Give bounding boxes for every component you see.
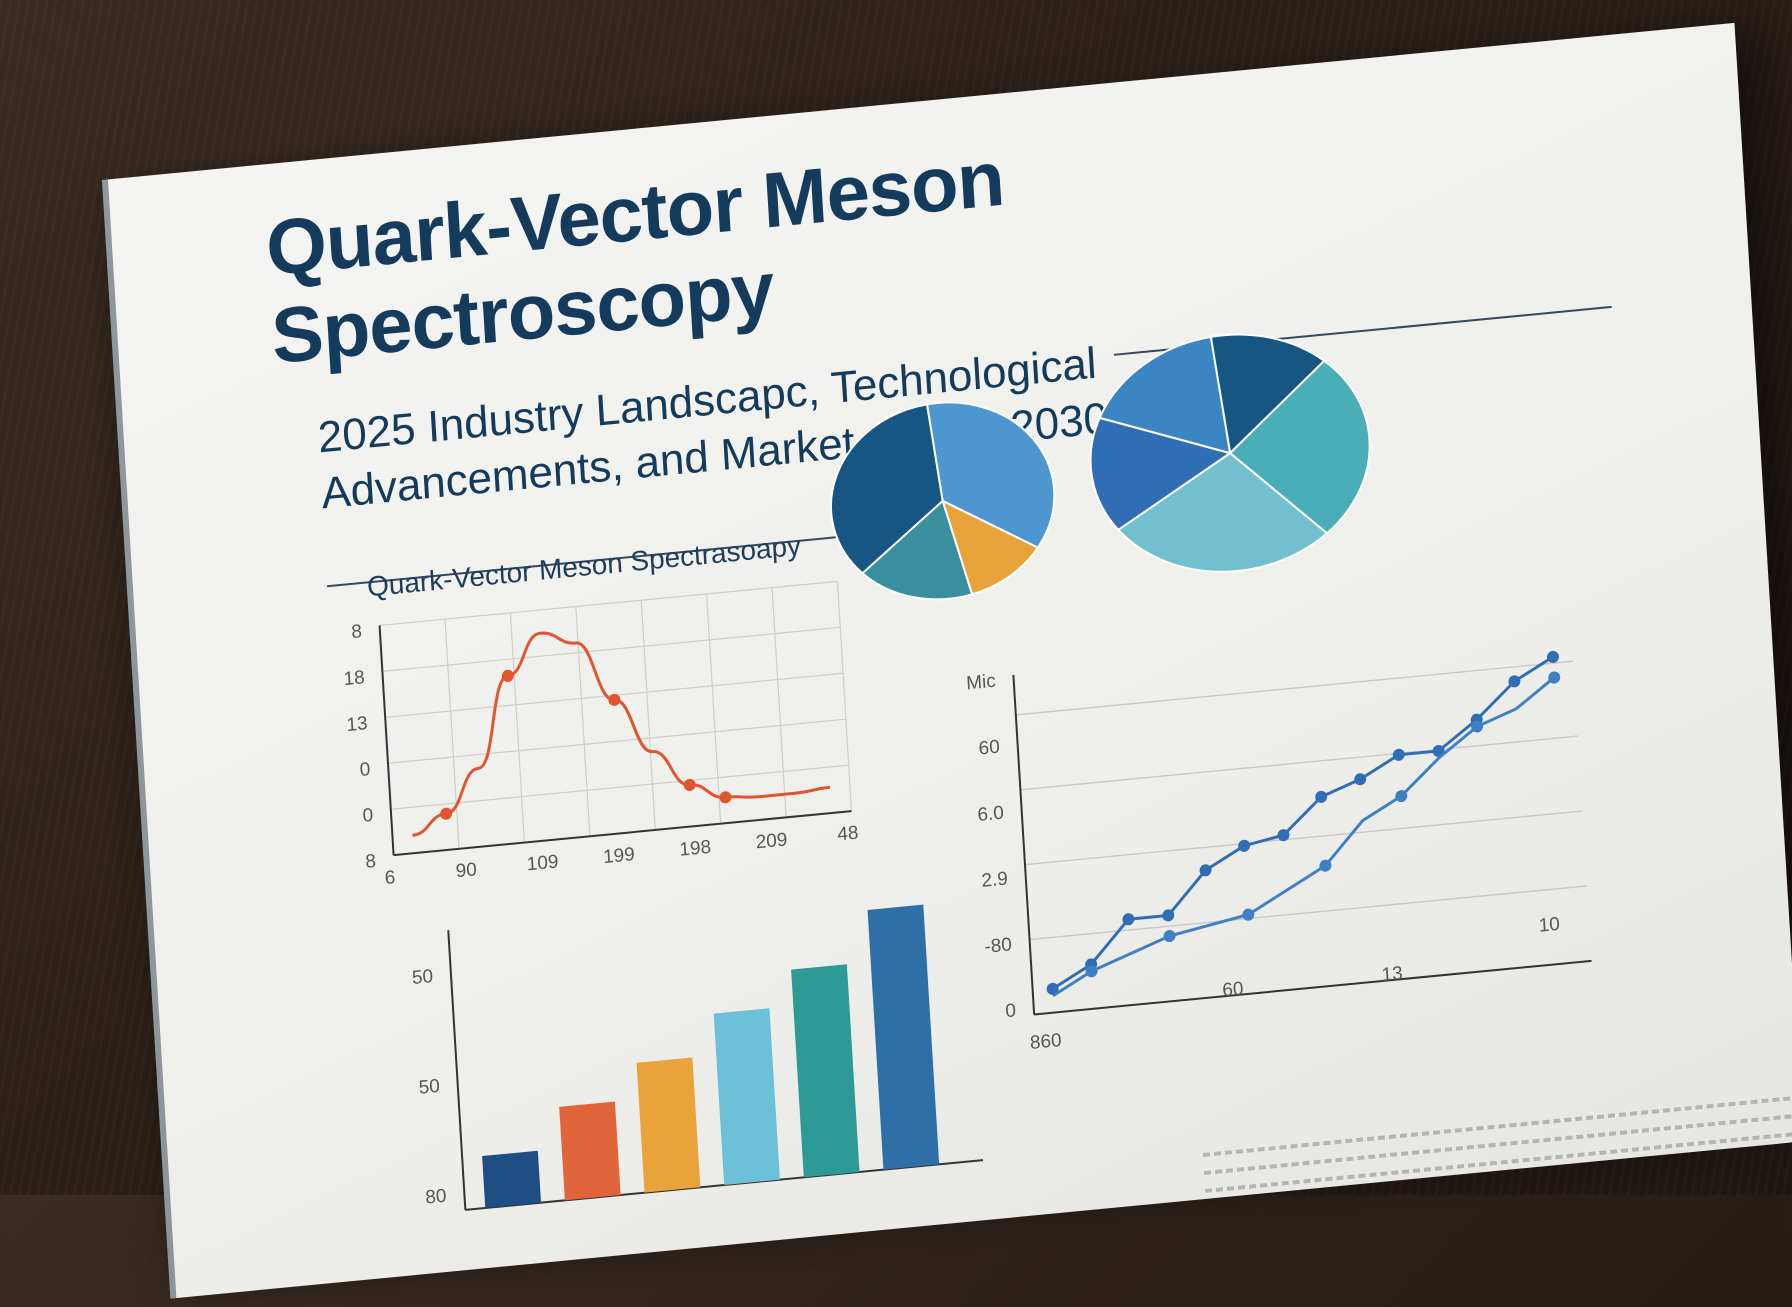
x-tick-label: 109	[526, 851, 559, 875]
y-tick-label: 0	[359, 759, 371, 781]
grid-line	[382, 626, 841, 672]
y-axis	[378, 625, 395, 856]
trend-data-point	[1199, 864, 1212, 877]
charts-area: Quark-Vector Meson Spectrasoapy818130086…	[343, 333, 1592, 1211]
trend-data-point	[1162, 909, 1175, 922]
x-tick-label: 199	[603, 844, 636, 868]
trend-grid-line	[1024, 810, 1583, 866]
pie-slice	[830, 403, 944, 575]
bar	[791, 964, 860, 1178]
trend-data-point	[1315, 790, 1328, 803]
y-tick-label: 0	[362, 805, 374, 827]
trend-y-tick-label: 60	[978, 737, 1000, 760]
x-tick-label: 6	[384, 867, 396, 889]
trend-series-line	[1052, 676, 1556, 997]
pie-chart-right	[1089, 333, 1371, 573]
trend-data-point	[1046, 982, 1059, 995]
x-tick-label: 90	[455, 859, 477, 882]
pie-slice	[1116, 451, 1329, 573]
trend-x-tick-label: 860	[1029, 1030, 1062, 1054]
trend-data-point	[1319, 859, 1332, 872]
grid-line	[390, 764, 849, 810]
trend-data-point	[1122, 913, 1135, 926]
series-line	[412, 631, 831, 837]
trend-data-point	[1085, 965, 1098, 978]
x-tick-label: 48	[837, 823, 859, 846]
trend-data-point	[1277, 829, 1290, 842]
trend-grid-line	[1015, 660, 1574, 716]
trend-series-line	[1051, 655, 1554, 991]
trend-x-axis	[1034, 959, 1592, 1016]
trend-x-tick-label: 10	[1538, 914, 1560, 937]
x-axis	[393, 810, 852, 857]
pie-slice	[1228, 359, 1371, 535]
trend-data-point	[1548, 671, 1561, 684]
report-page: Quark-Vector Meson Spectroscopy 2025 Ind…	[102, 22, 1792, 1299]
pie-slice	[925, 401, 1056, 549]
x-tick-label: 198	[679, 837, 712, 861]
pie-slice	[1089, 416, 1233, 532]
trend-y-tick-label: -80	[984, 934, 1013, 958]
bar-y-tick-label: 50	[418, 1076, 440, 1099]
y-tick-label: 8	[351, 621, 363, 643]
data-point	[501, 669, 514, 682]
bar	[636, 1057, 701, 1193]
pie-chart-left	[830, 401, 1056, 601]
trend-y-axis	[1012, 674, 1036, 1015]
trend-data-point	[1471, 720, 1484, 733]
grid-line	[379, 580, 838, 627]
grid-line	[771, 587, 787, 818]
trend-data-point	[1508, 675, 1521, 688]
trend-y-tick-label: Mic	[966, 671, 997, 695]
bar-y-tick-label: 50	[411, 966, 433, 989]
bar	[867, 904, 940, 1170]
x-tick-label: 209	[755, 829, 788, 853]
data-point	[683, 778, 696, 791]
trend-x-tick-label: 60	[1222, 978, 1244, 1001]
trend-data-point	[1546, 650, 1559, 663]
grid-line	[509, 612, 526, 843]
trend-y-tick-label: 2.9	[981, 868, 1009, 891]
bar	[713, 1008, 780, 1185]
bar	[482, 1150, 542, 1208]
pie-slice	[860, 499, 974, 601]
pie-slice	[1209, 333, 1326, 456]
data-point	[719, 791, 732, 804]
grid-line	[444, 619, 460, 849]
pie-slice	[1098, 335, 1232, 455]
trend-data-point	[1238, 839, 1251, 852]
grid-line	[706, 593, 722, 824]
y-tick-label: 8	[365, 851, 377, 873]
data-point	[440, 807, 453, 820]
y-tick-label: 13	[346, 713, 368, 736]
trend-x-tick-label: 13	[1381, 963, 1403, 986]
trend-y-tick-label: 0	[1005, 1000, 1017, 1022]
trend-grid-line	[1020, 735, 1578, 791]
bar-y-tick-label: 80	[425, 1186, 447, 1209]
bar-y-axis	[447, 930, 467, 1211]
trend-data-point	[1392, 748, 1405, 761]
trend-y-tick-label: 6.0	[977, 802, 1005, 825]
data-point	[608, 693, 621, 706]
bar	[559, 1101, 621, 1201]
y-tick-label: 18	[343, 667, 365, 690]
grid-line	[836, 581, 853, 812]
grid-line	[640, 600, 656, 831]
grid-line	[387, 718, 846, 764]
trend-data-point	[1163, 930, 1176, 943]
trend-grid-line	[1029, 885, 1588, 941]
trend-data-point	[1354, 773, 1367, 786]
pie-slice	[940, 498, 1040, 596]
trend-data-point	[1395, 790, 1408, 803]
trend-data-point	[1242, 908, 1255, 921]
grid-line	[575, 606, 591, 837]
